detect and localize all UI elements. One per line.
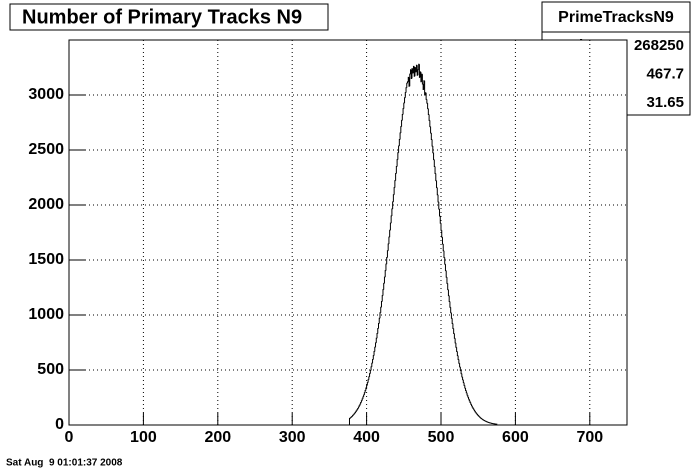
title-box bbox=[9, 3, 329, 31]
x-tick-label: 500 bbox=[428, 429, 455, 446]
plot-frame-outline bbox=[68, 39, 628, 426]
footer-date: Sat Aug 9 01:01:37 2008 bbox=[6, 458, 123, 469]
x-tick-label: 700 bbox=[576, 429, 603, 446]
plot-frame bbox=[68, 39, 628, 426]
x-tick-label: 100 bbox=[130, 429, 157, 446]
x-tick-label: 0 bbox=[65, 429, 74, 446]
y-tick-label: 0 bbox=[55, 416, 64, 433]
y-tick-label: 2500 bbox=[28, 141, 64, 158]
histogram-bin bbox=[481, 418, 483, 420]
x-tick-label: 200 bbox=[204, 429, 231, 446]
y-tick-label: 1500 bbox=[28, 251, 64, 268]
y-tick-label: 2000 bbox=[28, 196, 64, 213]
chart-title: Number of Primary Tracks N9 bbox=[22, 6, 302, 28]
histogram-bin bbox=[482, 419, 484, 421]
y-tick-label: 500 bbox=[37, 361, 64, 378]
x-tick-label: 600 bbox=[502, 429, 529, 446]
y-tick-label: 1000 bbox=[28, 306, 64, 323]
stats-value: 467.7 bbox=[646, 65, 684, 82]
x-tick-label: 300 bbox=[279, 429, 306, 446]
stats-value: 268250 bbox=[634, 37, 684, 54]
stats-value: 31.65 bbox=[646, 94, 684, 111]
stats-title: PrimeTracksN9 bbox=[558, 9, 674, 26]
x-tick-label: 400 bbox=[353, 429, 380, 446]
y-tick-label: 3000 bbox=[28, 86, 64, 103]
